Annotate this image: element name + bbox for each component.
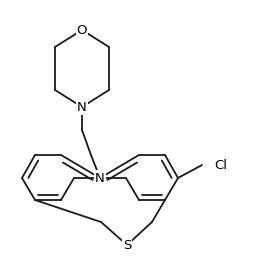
Text: S: S: [123, 239, 131, 252]
Text: N: N: [77, 101, 87, 113]
Text: N: N: [95, 172, 105, 185]
Text: Cl: Cl: [214, 158, 227, 172]
Text: O: O: [77, 24, 87, 36]
